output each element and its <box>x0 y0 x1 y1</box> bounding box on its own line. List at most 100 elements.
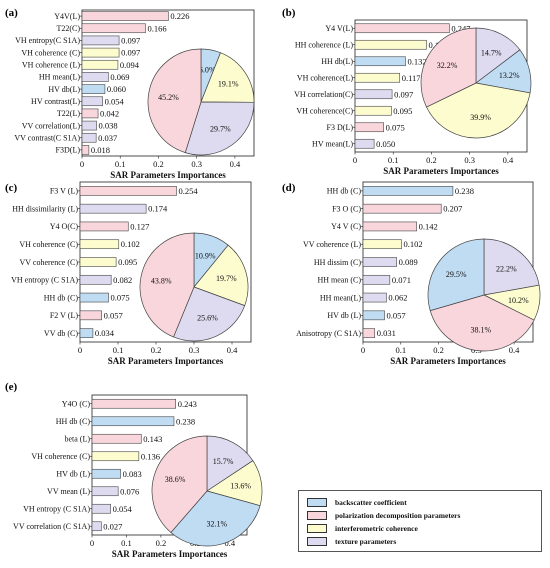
legend-item-texture: texture parameters <box>307 536 396 546</box>
bar-label: VH entropy(C S1A) <box>15 36 80 45</box>
pie-slice <box>420 27 477 108</box>
bar <box>362 328 376 338</box>
x-tick-label: 0.3 <box>464 155 475 165</box>
bar-label: HV contrast(L) <box>31 97 80 106</box>
bar-value: 0.057 <box>104 310 123 320</box>
bar <box>81 72 109 82</box>
bar-label: HH db (C) <box>327 187 362 196</box>
bar-value: 0.071 <box>392 275 411 285</box>
bar-value: 0.075 <box>111 293 130 303</box>
pie-slice <box>427 238 485 312</box>
x-axis-title: SAR Parameters Importances <box>112 549 228 559</box>
bar-label: HV mean(L) <box>312 140 353 149</box>
legend-label-texture: texture parameters <box>335 536 397 546</box>
bar-value: 0.054 <box>105 96 125 106</box>
bar-label: beta (L) <box>64 435 90 444</box>
bar-label: VV coherence (L) <box>303 240 361 249</box>
bar <box>91 468 121 479</box>
pie-label: 15.7% <box>213 457 234 466</box>
bar-label: HH db (C) <box>56 417 91 426</box>
x-tick-label: 0.3 <box>191 159 202 169</box>
bar-label: Y4 V (C) <box>331 222 361 231</box>
pie-label: 10.9% <box>195 251 216 260</box>
bar <box>79 221 129 232</box>
bar <box>81 132 97 143</box>
bar <box>91 398 176 409</box>
bar-label: VV contrast(C S1A) <box>14 134 80 143</box>
bar-value: 0.174 <box>148 204 168 214</box>
pie-slice <box>184 101 255 156</box>
bar <box>91 503 111 514</box>
bar-label: VH coherence(L) <box>297 74 354 83</box>
pie-label: 13.2% <box>499 71 520 80</box>
bar <box>81 145 90 155</box>
pie-slice <box>173 286 246 342</box>
bar-value: 0.076 <box>120 486 139 496</box>
bar <box>354 105 392 116</box>
x-tick-label: 0.1 <box>395 345 406 355</box>
x-tick-label: 0 <box>361 345 365 355</box>
pie-label: 32.1% <box>206 520 227 529</box>
bar-value: 0.095 <box>393 106 412 116</box>
panel-label: (d) <box>282 182 296 194</box>
bar-label: VV correlation (C S1A) <box>13 522 90 531</box>
bar <box>354 23 450 34</box>
bar <box>81 96 103 107</box>
bar <box>91 521 102 532</box>
bar-label: F3 V (L) <box>50 187 78 196</box>
bar <box>362 310 385 321</box>
bar <box>79 186 177 196</box>
bar <box>91 416 175 427</box>
bar-value: 0.050 <box>376 139 395 149</box>
bar-value: 0.238 <box>176 416 195 426</box>
bar <box>81 108 99 119</box>
pie-label: 38.6% <box>165 475 186 484</box>
bar-label: HV db(L) <box>48 85 80 94</box>
bar-label: HH db(L) <box>321 57 353 66</box>
bar-label: Y4 O(C) <box>50 222 79 231</box>
x-axis-title: SAR Parameters Importances <box>383 166 499 176</box>
x-axis-title: SAR Parameters Importances <box>390 356 506 366</box>
bar-value: 0.057 <box>387 310 406 320</box>
bar-value: 0.062 <box>388 293 407 303</box>
legend-swatch-texture <box>307 536 327 546</box>
bar-value: 0.089 <box>399 257 418 267</box>
bar-value: 0.037 <box>98 133 117 143</box>
bar <box>354 56 406 67</box>
x-tick-label: 0.4 <box>230 159 241 169</box>
pie-label: 13.6% <box>230 482 251 491</box>
x-axis-title: SAR Parameters Importances <box>110 170 226 180</box>
bar <box>91 433 142 444</box>
legend-swatch-interferometric <box>307 523 327 533</box>
pie-label: 19.1% <box>218 80 239 89</box>
bar-value: 0.095 <box>118 257 137 267</box>
pie-label: 6.0% <box>199 66 216 75</box>
bar-label: HH mean(L) <box>39 73 80 82</box>
bar-value: 0.097 <box>394 89 413 99</box>
bar <box>81 120 97 131</box>
bar-label: VH entropy (C S1A) <box>23 505 90 514</box>
bar <box>362 239 402 250</box>
bar-value: 0.042 <box>100 108 119 118</box>
bar-label: VV coherence (C) <box>20 258 79 267</box>
pie-label: 45.2% <box>158 93 179 102</box>
legend-item-polarization: polarization decomposition parameters <box>307 510 460 520</box>
bar-value: 0.094 <box>120 60 140 70</box>
bar-label: HH mean (C) <box>317 276 361 285</box>
bar-value: 0.097 <box>121 48 140 58</box>
bar-label: Y4 V(L) <box>325 24 353 33</box>
x-tick-label: 0.3 <box>189 345 200 355</box>
bar-label: F2 V (L) <box>50 311 78 320</box>
pie-slice <box>139 232 195 338</box>
panel-label: (c) <box>5 182 18 194</box>
x-tick-label: 0.2 <box>156 538 167 548</box>
bar <box>354 39 427 50</box>
bar <box>79 292 109 303</box>
pie-label: 29.5% <box>446 270 467 279</box>
bar-label: T22(C) <box>56 24 80 33</box>
pie-slice <box>483 238 540 296</box>
bar-value: 0.097 <box>121 35 140 45</box>
x-tick-label: 0.4 <box>503 155 514 165</box>
